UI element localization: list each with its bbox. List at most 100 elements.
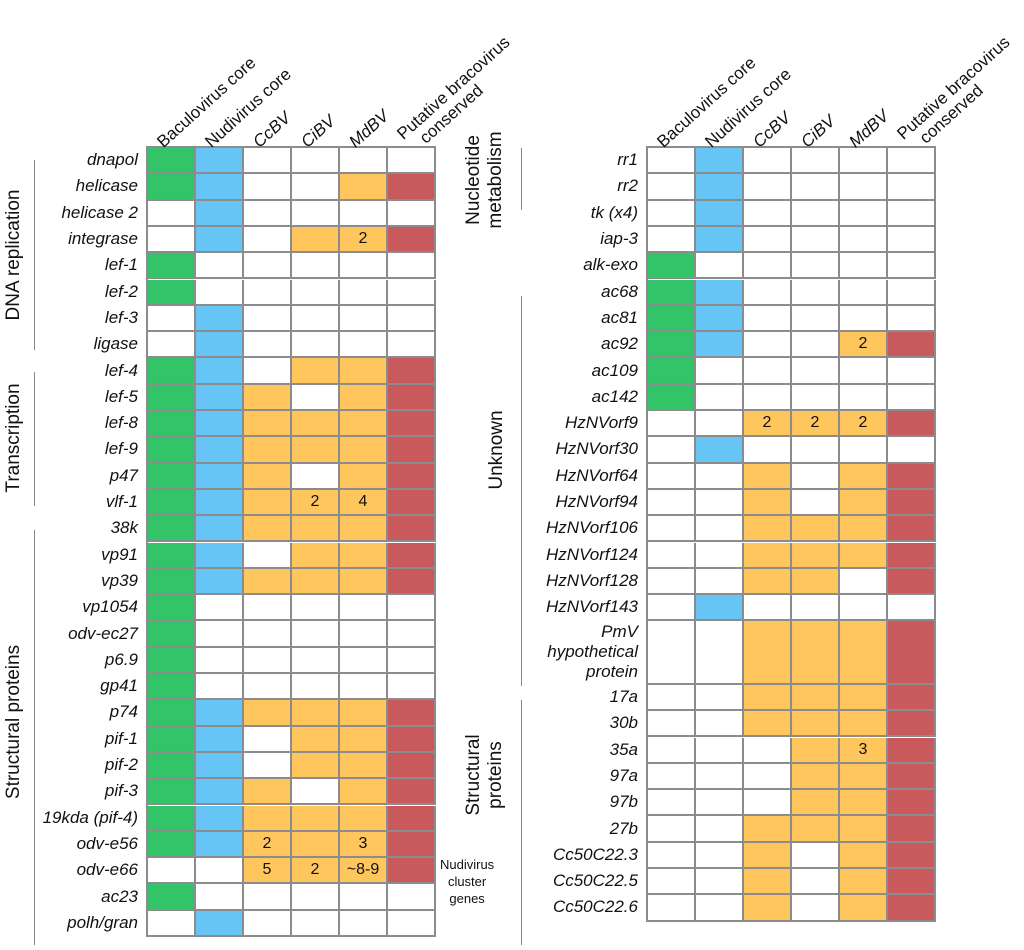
table-cell — [744, 790, 792, 817]
gene-label: lef-8 — [104, 413, 138, 433]
gene-label: 35a — [609, 739, 638, 759]
table-cell — [196, 148, 244, 175]
gene-label: HzNVorf94 — [555, 492, 638, 512]
gene-label: HzNVorf128 — [546, 570, 638, 590]
table-cell — [340, 174, 388, 201]
table-cell — [292, 910, 340, 937]
table-cell — [340, 279, 388, 306]
table-cell — [292, 831, 340, 859]
table-cell — [292, 726, 340, 753]
table-cell — [744, 516, 792, 543]
group-label-line: metabolism — [485, 131, 506, 229]
table-cell — [148, 279, 196, 306]
table-cell — [388, 674, 436, 701]
table-cell — [292, 542, 340, 569]
gene-label: lef-4 — [104, 360, 138, 380]
gene-label: p6.9 — [104, 649, 138, 669]
table-cell — [148, 148, 196, 175]
table-cell — [792, 200, 840, 227]
gene-label: pif-2 — [104, 755, 138, 775]
table-cell — [244, 489, 292, 517]
table-cell — [648, 226, 696, 254]
table-cell — [340, 910, 388, 937]
table-cell — [888, 437, 936, 464]
table-cell — [888, 253, 936, 280]
table-cell — [244, 752, 292, 780]
table-cell — [340, 884, 388, 911]
table-cell — [840, 568, 888, 596]
table-cell — [792, 842, 840, 869]
gene-label: gp41 — [100, 676, 138, 696]
table-cell — [388, 463, 436, 490]
column-header-5: Putative bracovirus conserved — [893, 32, 1024, 156]
table-cell — [696, 489, 744, 517]
table-cell — [840, 790, 888, 817]
gene-label: HzNVorf106 — [546, 518, 638, 538]
group-label: Structural proteins — [463, 715, 507, 835]
table-cell — [888, 226, 936, 254]
table-cell — [340, 752, 388, 780]
column-header-line: CcBV — [249, 108, 295, 152]
table-cell — [292, 595, 340, 622]
table-cell — [696, 842, 744, 869]
table-cell — [696, 411, 744, 438]
table-cell — [244, 332, 292, 359]
table-cell — [292, 332, 340, 359]
table-cell — [648, 842, 696, 869]
table-cell — [888, 279, 936, 306]
column-header-line: Putative bracovirus — [893, 32, 1014, 144]
table-cell — [148, 463, 196, 490]
table-cell — [388, 174, 436, 201]
table-cell — [840, 226, 888, 254]
table-cell — [744, 200, 792, 227]
table-cell — [148, 542, 196, 569]
gene-label: 17a — [609, 687, 638, 707]
table-cell — [292, 752, 340, 780]
table-cell — [244, 726, 292, 753]
table-cell — [244, 226, 292, 254]
table-cell — [696, 684, 744, 712]
table-cell — [292, 674, 340, 701]
table-cell — [148, 647, 196, 674]
table-cell: ~8-9 — [340, 858, 388, 885]
table-cell — [648, 684, 696, 712]
table-cell — [696, 711, 744, 738]
group-label-line: Nucleotide — [463, 135, 484, 225]
table-cell: 4 — [340, 489, 388, 517]
table-cell — [196, 200, 244, 227]
table-cell — [196, 463, 244, 490]
table-cell — [888, 542, 936, 569]
table-cell — [696, 358, 744, 385]
table-cell — [648, 279, 696, 306]
table-cell — [244, 884, 292, 911]
table-cell — [840, 489, 888, 517]
table-cell — [148, 674, 196, 701]
table-cell — [744, 842, 792, 869]
gene-label: ac142 — [591, 386, 638, 406]
table-cell — [244, 568, 292, 596]
gene-label: helicase 2 — [61, 202, 138, 222]
table-cell — [340, 516, 388, 543]
table-cell — [648, 595, 696, 622]
table-cell — [388, 884, 436, 911]
gene-label: vlf-1 — [105, 492, 138, 512]
table-cell — [148, 174, 196, 201]
gene-label: 27b — [609, 818, 638, 838]
table-cell — [792, 895, 840, 922]
table-cell — [888, 489, 936, 517]
table-cell — [648, 816, 696, 843]
table-cell — [148, 489, 196, 517]
table-cell — [744, 148, 792, 175]
table-cell: 2 — [840, 332, 888, 359]
table-cell — [196, 910, 244, 937]
table-cell — [792, 595, 840, 622]
table-cell — [648, 790, 696, 817]
table-cell — [148, 516, 196, 543]
table-cell — [888, 463, 936, 490]
table-cell — [388, 437, 436, 464]
gene-label-line: protein — [586, 662, 638, 682]
table-cell — [888, 621, 936, 685]
table-cell — [388, 595, 436, 622]
gene-label-line: PmV — [601, 622, 638, 642]
